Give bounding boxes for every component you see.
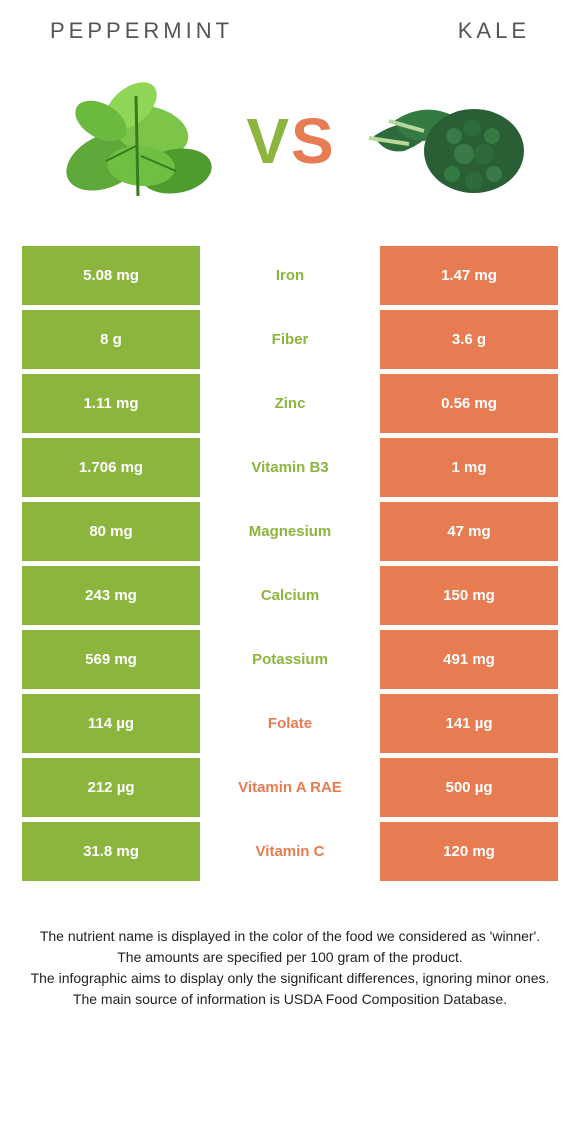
vs-s: S: [291, 104, 334, 178]
footnote-line: The nutrient name is displayed in the co…: [24, 926, 556, 947]
nutrient-row: 80 mgMagnesium47 mg: [22, 502, 558, 561]
value-left: 212 µg: [22, 758, 200, 817]
value-right: 500 µg: [380, 758, 558, 817]
nutrient-table: 5.08 mgIron1.47 mg8 gFiber3.6 g1.11 mgZi…: [0, 246, 580, 881]
nutrient-row: 8 gFiber3.6 g: [22, 310, 558, 369]
nutrient-label: Potassium: [200, 630, 380, 689]
nutrient-label: Iron: [200, 246, 380, 305]
nutrient-label: Calcium: [200, 566, 380, 625]
nutrient-row: 569 mgPotassium491 mg: [22, 630, 558, 689]
value-right: 0.56 mg: [380, 374, 558, 433]
value-right: 120 mg: [380, 822, 558, 881]
footnote-line: The main source of information is USDA F…: [24, 989, 556, 1010]
value-left: 80 mg: [22, 502, 200, 561]
value-left: 243 mg: [22, 566, 200, 625]
nutrient-label: Zinc: [200, 374, 380, 433]
value-left: 1.11 mg: [22, 374, 200, 433]
nutrient-row: 1.11 mgZinc0.56 mg: [22, 374, 558, 433]
value-left: 114 µg: [22, 694, 200, 753]
nutrient-row: 1.706 mgVitamin B31 mg: [22, 438, 558, 497]
value-right: 1 mg: [380, 438, 558, 497]
nutrient-label: Vitamin B3: [200, 438, 380, 497]
value-left: 5.08 mg: [22, 246, 200, 305]
nutrient-row: 114 µgFolate141 µg: [22, 694, 558, 753]
food-left-title: Peppermint: [50, 18, 233, 44]
nutrient-label: Fiber: [200, 310, 380, 369]
value-right: 491 mg: [380, 630, 558, 689]
value-left: 569 mg: [22, 630, 200, 689]
nutrient-label: Folate: [200, 694, 380, 753]
value-right: 1.47 mg: [380, 246, 558, 305]
nutrient-label: Vitamin A RAE: [200, 758, 380, 817]
value-right: 141 µg: [380, 694, 558, 753]
vs-v: V: [246, 104, 289, 178]
value-left: 31.8 mg: [22, 822, 200, 881]
footnote-line: The amounts are specified per 100 gram o…: [24, 947, 556, 968]
value-left: 1.706 mg: [22, 438, 200, 497]
header: Peppermint Kale: [0, 0, 580, 56]
nutrient-row: 243 mgCalcium150 mg: [22, 566, 558, 625]
nutrient-label: Vitamin C: [200, 822, 380, 881]
footnotes: The nutrient name is displayed in the co…: [0, 886, 580, 1010]
value-right: 47 mg: [380, 502, 558, 561]
hero-row: V S: [0, 56, 580, 246]
peppermint-icon: [46, 66, 226, 216]
nutrient-row: 31.8 mgVitamin C120 mg: [22, 822, 558, 881]
footnote-line: The infographic aims to display only the…: [24, 968, 556, 989]
value-left: 8 g: [22, 310, 200, 369]
value-right: 150 mg: [380, 566, 558, 625]
nutrient-label: Magnesium: [200, 502, 380, 561]
nutrient-row: 212 µgVitamin A RAE500 µg: [22, 758, 558, 817]
vs-label: V S: [246, 104, 333, 178]
kale-icon: [354, 66, 534, 216]
food-right-title: Kale: [458, 18, 530, 44]
value-right: 3.6 g: [380, 310, 558, 369]
nutrient-row: 5.08 mgIron1.47 mg: [22, 246, 558, 305]
